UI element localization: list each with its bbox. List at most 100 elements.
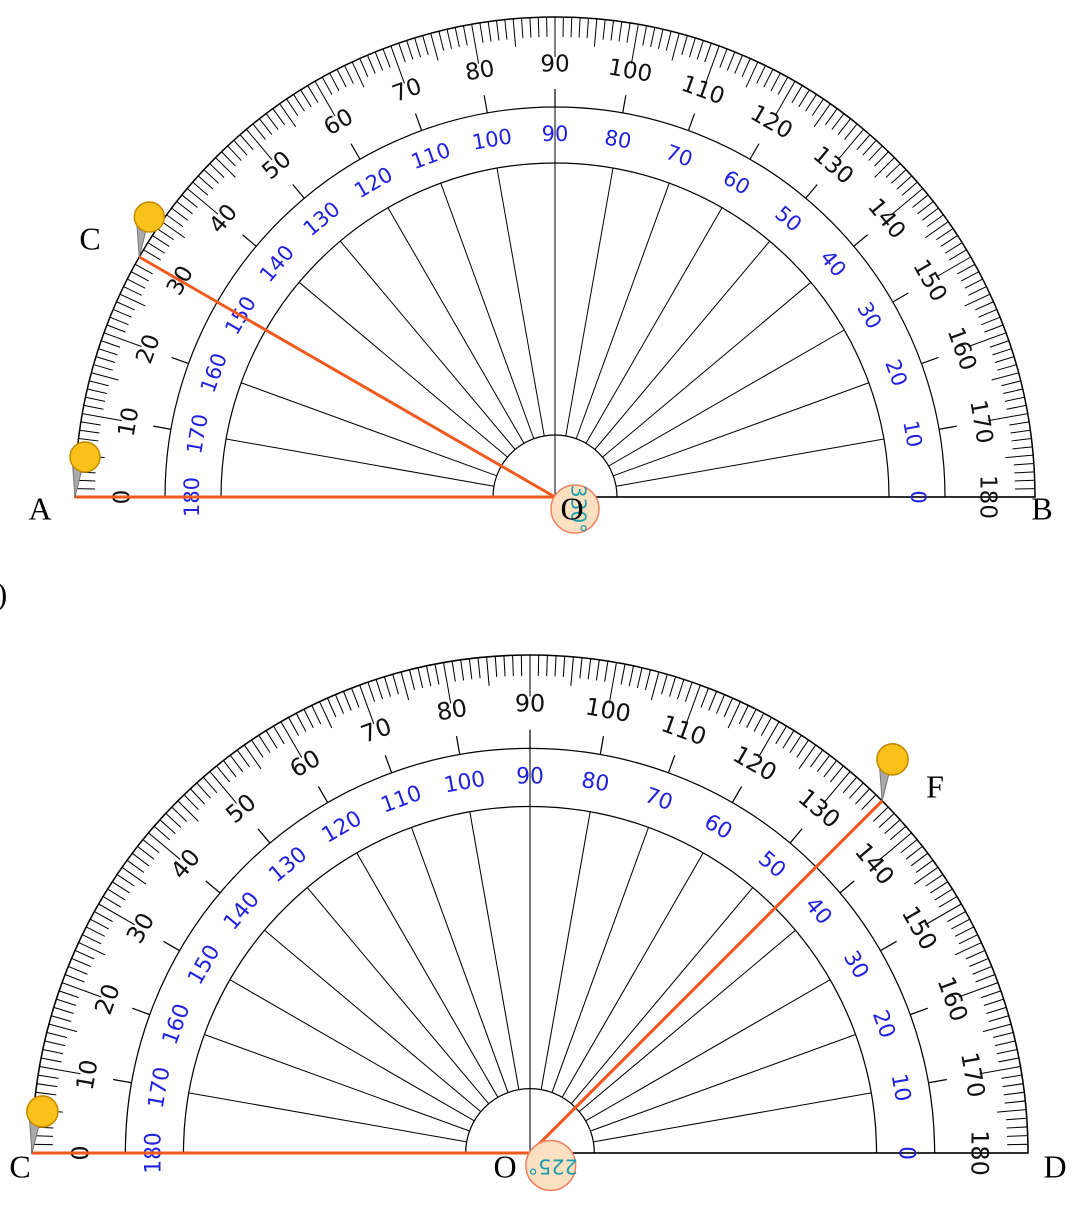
scale-tick (46, 1032, 68, 1039)
scale-tick (700, 687, 709, 708)
scale-tick (816, 754, 831, 773)
scale-tick (89, 380, 109, 387)
scale-tick (252, 123, 266, 140)
scale-tick (998, 1057, 1019, 1063)
inner-scale-label: 10 (898, 419, 926, 449)
scale-tick (910, 852, 929, 867)
scale-tick (940, 235, 958, 247)
scale-tick (359, 684, 375, 725)
scale-tick (770, 72, 781, 92)
scale-tick (954, 926, 974, 937)
handle[interactable] (26, 1095, 59, 1128)
scale-tick (1005, 454, 1034, 459)
scale-tick (161, 221, 186, 239)
scale-tick (861, 794, 877, 811)
scale-tick (989, 340, 1010, 348)
scale-tick (935, 256, 971, 278)
angle-arm (528, 799, 884, 1155)
outer-scale-label: 180 (975, 475, 1001, 519)
scale-tick (303, 709, 314, 729)
scale-tick (106, 324, 126, 333)
scale-tick (676, 679, 685, 700)
handle[interactable] (69, 441, 101, 473)
scale-tick (454, 27, 460, 48)
radial-line (339, 240, 516, 450)
scale-tick (123, 286, 142, 296)
scale-tick (186, 188, 219, 215)
scale-tick (451, 661, 456, 682)
radial-line (578, 929, 796, 1113)
label-tick (599, 736, 605, 755)
scale-tick (630, 24, 639, 64)
scale-tick (901, 181, 918, 196)
scale-tick (1014, 471, 1035, 474)
scale-tick (813, 103, 831, 128)
scale-tick (41, 1057, 62, 1063)
scale-tick (760, 717, 772, 736)
scale-tick (131, 852, 150, 867)
scale-tick (644, 669, 651, 691)
scale-tick (116, 874, 135, 887)
scale-tick (1002, 1083, 1024, 1088)
scale-tick (496, 20, 500, 41)
scale-tick (1003, 388, 1023, 395)
scale-tick (546, 655, 548, 677)
radial-line (570, 887, 754, 1105)
scale-tick (981, 990, 1002, 999)
scale-tick (35, 1091, 57, 1096)
scale-tick (446, 29, 453, 49)
scale-tick (233, 139, 248, 156)
radial-line (204, 1033, 470, 1132)
scale-tick (900, 839, 918, 854)
angle-label: 225° (528, 1154, 578, 1178)
scale-tick (153, 825, 171, 841)
scale-tick (216, 765, 231, 783)
scale-tick (924, 221, 949, 239)
scale-tick (964, 278, 983, 289)
scale-tick (586, 18, 589, 39)
scale-tick (650, 27, 656, 48)
scale-tick (1006, 404, 1027, 410)
label-tick (921, 356, 939, 365)
scale-tick (486, 656, 490, 686)
scale-tick (112, 308, 132, 318)
scale-tick (537, 17, 540, 38)
scale-tick (197, 175, 214, 190)
scale-tick (912, 194, 929, 208)
scale-tick (782, 730, 795, 749)
scale-tick (438, 31, 445, 51)
radial-line (387, 207, 525, 444)
scale-tick (1013, 463, 1034, 466)
scale-tick (102, 896, 122, 908)
label-tick (805, 184, 818, 199)
scale-tick (885, 163, 901, 178)
label-tick (132, 1007, 150, 1016)
scale-tick (570, 17, 573, 38)
scale-tick (719, 48, 728, 68)
radial-line (356, 852, 499, 1098)
vertex-marker (525, 1139, 577, 1192)
outer-scale-label: 90 (515, 689, 545, 717)
scale-tick (319, 701, 333, 729)
scale-tick (374, 51, 384, 71)
scale-tick (777, 76, 789, 95)
scale-tick (757, 721, 780, 758)
scale-tick (367, 681, 376, 702)
scale-tick (512, 18, 517, 47)
outer-scale-label: 10 (71, 1058, 104, 1093)
scale-tick (610, 20, 614, 41)
scale-tick (272, 108, 286, 126)
scale-tick (798, 744, 817, 770)
scale-tick (763, 69, 774, 88)
scale-tick (177, 800, 199, 822)
scale-tick (1010, 429, 1031, 434)
handle[interactable] (876, 743, 909, 776)
inner-scale-label: 90 (542, 122, 569, 146)
scale-tick (913, 866, 939, 885)
handle[interactable] (133, 201, 166, 233)
scale-tick (992, 348, 1012, 356)
label-tick (384, 755, 393, 773)
scale-tick (872, 806, 889, 822)
scale-tick (166, 214, 184, 228)
